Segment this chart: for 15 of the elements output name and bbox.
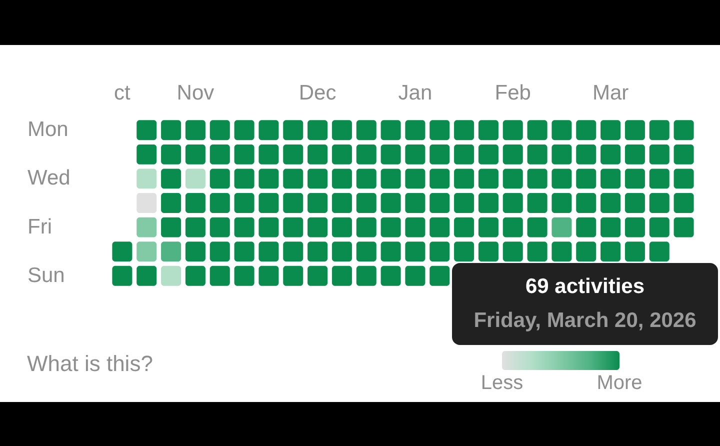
y-tick-label: Fri xyxy=(28,215,52,238)
x-tick-label: Dec xyxy=(298,82,336,104)
x-tick-label: ct xyxy=(114,82,131,104)
y-tick-label: Mon xyxy=(28,118,68,142)
x-tick-label: Nov xyxy=(176,82,215,104)
tooltip-box: 69 activities Friday, March 20, 2026 xyxy=(452,263,718,345)
text: What is this? xyxy=(27,351,153,377)
x-tick-label: Jan xyxy=(398,82,432,104)
color-bar-label: More xyxy=(596,372,642,394)
x-tick-label: Mar xyxy=(592,82,629,104)
annotation: 69 activities xyxy=(525,274,645,300)
y-tick-label: Wed xyxy=(28,166,70,190)
color-bar-label: Less xyxy=(480,372,524,394)
y-tick-label: Sun xyxy=(28,264,65,287)
x-tick-label: Feb xyxy=(494,82,531,104)
